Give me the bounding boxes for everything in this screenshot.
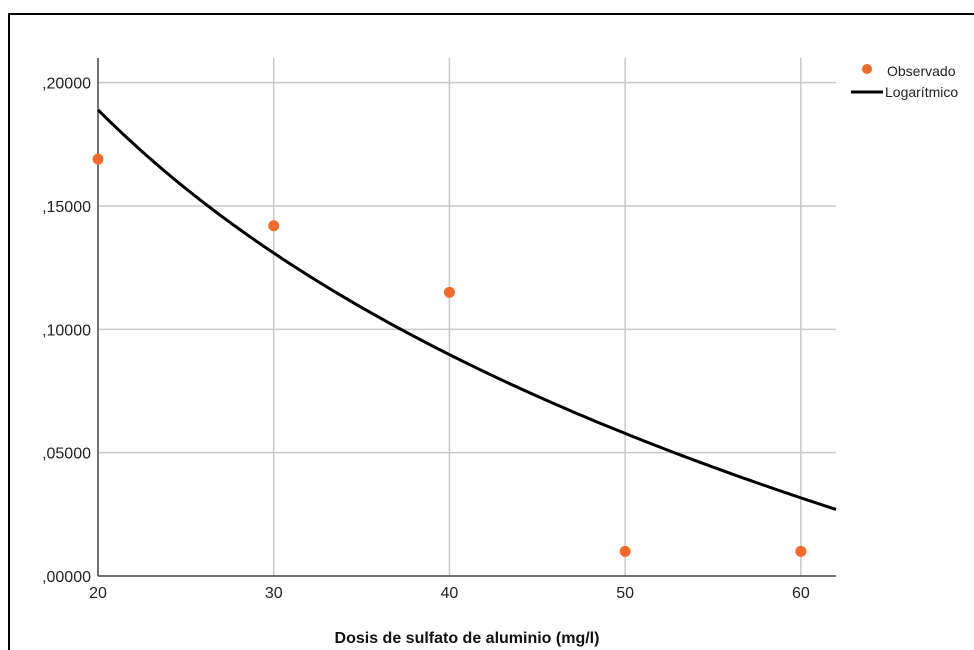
x-tick-label-40: 40 <box>441 585 459 602</box>
chart-frame <box>8 13 974 650</box>
x-axis-title: Dosis de sulfato de aluminio (mg/l) <box>335 630 600 647</box>
x-tick-label-60: 60 <box>792 585 810 602</box>
legend-marker-observado <box>862 64 872 74</box>
point-observado-40 <box>443 286 455 298</box>
grid <box>98 58 836 576</box>
legend-label-logaritmico: Logarítmico <box>885 84 958 100</box>
point-observado-20 <box>92 153 104 165</box>
y-tick-label-3: ,15000 <box>42 199 91 216</box>
point-observado-50 <box>619 545 631 557</box>
x-tick-label-50: 50 <box>616 585 634 602</box>
fit-line-logaritmico <box>96 108 837 511</box>
y-tick-label-2: ,10000 <box>42 322 91 339</box>
legend: Observado Logarítmico <box>851 63 958 100</box>
legend-label-observado: Observado <box>887 63 956 79</box>
tick-labels: 20 30 40 50 60 ,00000 ,05000 ,10000 ,15000 ,20000 <box>42 76 810 602</box>
series <box>92 108 837 557</box>
x-tick-label-20: 20 <box>89 585 107 602</box>
y-tick-label-4: ,20000 <box>42 76 91 93</box>
point-observado-30 <box>268 220 280 232</box>
point-observado-60 <box>795 545 807 557</box>
x-tick-label-30: 30 <box>265 585 283 602</box>
axes <box>97 58 836 577</box>
y-tick-label-0: ,00000 <box>42 569 91 586</box>
y-tick-label-1: ,05000 <box>42 446 91 463</box>
